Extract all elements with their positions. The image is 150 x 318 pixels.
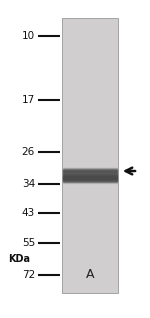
Text: 26: 26: [22, 147, 35, 157]
Text: 43: 43: [22, 208, 35, 218]
FancyBboxPatch shape: [62, 18, 118, 293]
Bar: [63, 173, 117, 174]
Bar: [63, 179, 117, 180]
Bar: [63, 173, 117, 174]
Bar: [63, 176, 117, 177]
Bar: [63, 173, 117, 174]
Bar: [63, 174, 117, 175]
Bar: [63, 180, 117, 181]
Text: 17: 17: [22, 95, 35, 105]
Bar: [63, 169, 117, 170]
Bar: [63, 182, 117, 183]
Bar: [63, 181, 117, 182]
Bar: [63, 173, 117, 174]
Bar: [63, 175, 117, 176]
Text: 10: 10: [22, 31, 35, 41]
Bar: [63, 168, 117, 169]
Text: KDa: KDa: [8, 254, 30, 264]
Bar: [63, 171, 117, 172]
Bar: [63, 170, 117, 171]
Text: A: A: [86, 267, 94, 280]
Bar: [63, 174, 117, 175]
Bar: [63, 172, 117, 173]
Bar: [63, 174, 117, 175]
Bar: [63, 180, 117, 181]
Text: 55: 55: [22, 238, 35, 247]
Text: 72: 72: [22, 270, 35, 280]
Bar: [63, 178, 117, 179]
Bar: [63, 177, 117, 178]
Text: 34: 34: [22, 179, 35, 189]
Bar: [63, 181, 117, 182]
Bar: [63, 174, 117, 175]
